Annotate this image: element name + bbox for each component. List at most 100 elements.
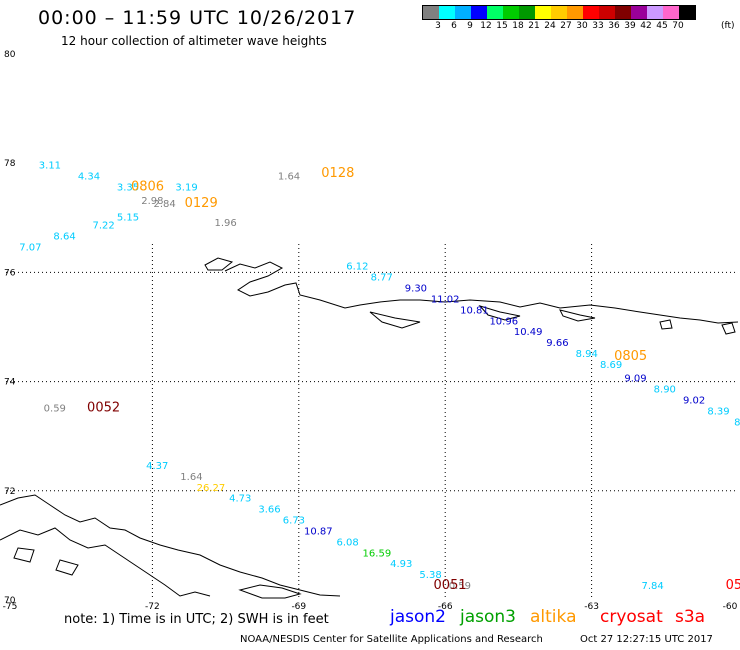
- pass-time-label: 0805: [614, 349, 647, 364]
- wave-height-label: 9.30: [405, 284, 427, 295]
- wave-height-label: 4.37: [146, 461, 168, 472]
- latitude-tick-label: 70: [4, 596, 16, 606]
- wave-height-label: 5.38: [419, 570, 441, 581]
- wave-height-label: 6.73: [283, 516, 305, 527]
- colorbar-label: 15: [496, 21, 508, 31]
- colorbar-label: 6: [451, 21, 457, 31]
- longitude-tick-label: -69: [291, 602, 306, 612]
- wave-height-label: 26.27: [197, 483, 226, 494]
- colorbar-label: 39: [624, 21, 636, 31]
- wave-height-label: 10.81: [460, 305, 489, 316]
- colorbar-label: 18: [512, 21, 524, 31]
- colorbar-swatch: [455, 6, 471, 19]
- wave-height-label: 0.59: [449, 581, 471, 592]
- units-note: note: 1) Time is in UTC; 2) SWH is in fe…: [64, 612, 329, 627]
- longitude-tick-label: -75: [3, 602, 18, 612]
- colorbar-label: 12: [480, 21, 492, 31]
- wave-height-colorbar: [422, 5, 696, 20]
- colorbar-label: 21: [528, 21, 540, 31]
- wave-height-label: 8.94: [576, 349, 598, 360]
- wave-height-label: 7.22: [92, 221, 114, 232]
- page-subtitle: 12 hour collection of altimeter wave hei…: [61, 34, 327, 48]
- wave-height-label: 10.96: [489, 316, 518, 327]
- wave-height-label: 2.84: [153, 199, 175, 210]
- colorbar-label: 36: [608, 21, 620, 31]
- colorbar-label: 42: [640, 21, 652, 31]
- longitude-tick-label: -63: [584, 602, 599, 612]
- wave-height-label: 8.51: [734, 417, 740, 428]
- legend-item: jason2: [390, 607, 446, 627]
- pass-time-label: 0128: [321, 166, 354, 181]
- map-grid: [6, 244, 738, 600]
- longitude-tick-label: -72: [145, 602, 160, 612]
- colorbar-label: 45: [656, 21, 668, 31]
- pass-time-label: 0806: [131, 180, 164, 195]
- latitude-tick-label: 80: [4, 50, 16, 60]
- wave-height-points: 3.11 4.34 3.35 5.157.22 8.64 7.07 3.19 2.982.84…: [19, 161, 740, 593]
- wave-height-label: 11.02: [431, 294, 460, 305]
- colorbar-swatch: [647, 6, 663, 19]
- wave-height-label: 0.59: [44, 404, 66, 415]
- colorbar-swatch: [503, 6, 519, 19]
- colorbar-swatch: [423, 6, 439, 19]
- legend-item: s3a: [675, 607, 706, 627]
- wave-height-label: 3.19: [175, 183, 197, 194]
- latitude-tick-label: 72: [4, 487, 15, 497]
- wave-height-label: 4.73: [229, 494, 251, 505]
- longitude-tick-label: -60: [723, 602, 738, 612]
- wave-height-label: 7.84: [641, 581, 663, 592]
- wave-height-label: 7.07: [19, 243, 41, 254]
- wave-height-label: 3.35: [117, 183, 139, 194]
- wave-height-label: 4.93: [390, 559, 412, 570]
- pass-time-label: 0129: [185, 196, 218, 211]
- wave-height-label: 8.69: [600, 360, 622, 371]
- colorbar-swatch: [519, 6, 535, 19]
- colorbar-swatch: [567, 6, 583, 19]
- latitude-tick-label: 78: [4, 159, 16, 169]
- wave-height-label: 1.96: [214, 218, 236, 229]
- colorbar-swatch: [663, 6, 679, 19]
- wave-height-label: 8.39: [707, 406, 729, 417]
- legend-item: cryosat: [600, 607, 663, 627]
- colorbar-label: 9: [467, 21, 473, 31]
- colorbar-swatch: [487, 6, 503, 19]
- latitude-tick-label: 76: [4, 268, 16, 278]
- wave-height-label: 2.98: [141, 196, 163, 207]
- wave-height-label: 9.02: [683, 395, 705, 406]
- legend-item: altika: [530, 607, 577, 627]
- colorbar-swatch: [471, 6, 487, 19]
- colorbar-unit: (ft): [721, 21, 735, 31]
- colorbar-swatch: [615, 6, 631, 19]
- wave-height-label: 9.09: [624, 374, 646, 385]
- wave-height-label: 4.34: [78, 172, 100, 183]
- colorbar-label: 30: [576, 21, 588, 31]
- colorbar-label: 3: [435, 21, 441, 31]
- colorbar-swatch: [631, 6, 647, 19]
- wave-height-label: 10.87: [304, 526, 333, 537]
- colorbar-swatch: [583, 6, 599, 19]
- colorbar-swatch: [679, 6, 695, 19]
- wave-height-label: 8.77: [371, 273, 393, 284]
- longitude-tick-label: -66: [438, 602, 453, 612]
- wave-height-label: 9.66: [546, 338, 568, 349]
- wave-height-label: 3.66: [258, 505, 280, 516]
- colorbar-swatch: [439, 6, 455, 19]
- pass-time-label: 054: [726, 578, 740, 593]
- colorbar-label: 33: [592, 21, 604, 31]
- wave-height-label: 3.11: [39, 161, 61, 172]
- wave-height-label: 10.49: [514, 327, 543, 338]
- colorbar-swatch: [551, 6, 567, 19]
- footer-credit: NOAA/NESDIS Center for Satellite Applica…: [240, 634, 543, 645]
- wave-height-label: 8.64: [53, 232, 75, 243]
- pass-time-label: 0052: [87, 401, 120, 416]
- wave-height-label: 1.64: [180, 472, 202, 483]
- colorbar-label: 24: [544, 21, 556, 31]
- wave-height-label: 5.15: [117, 213, 139, 224]
- colorbar-swatch: [599, 6, 615, 19]
- wave-height-label: 6.08: [336, 537, 358, 548]
- latitude-tick-label: 74: [4, 378, 16, 388]
- pass-time-label: 0051: [434, 578, 467, 593]
- page-title: 00:00 – 11:59 UTC 10/26/2017: [38, 7, 357, 29]
